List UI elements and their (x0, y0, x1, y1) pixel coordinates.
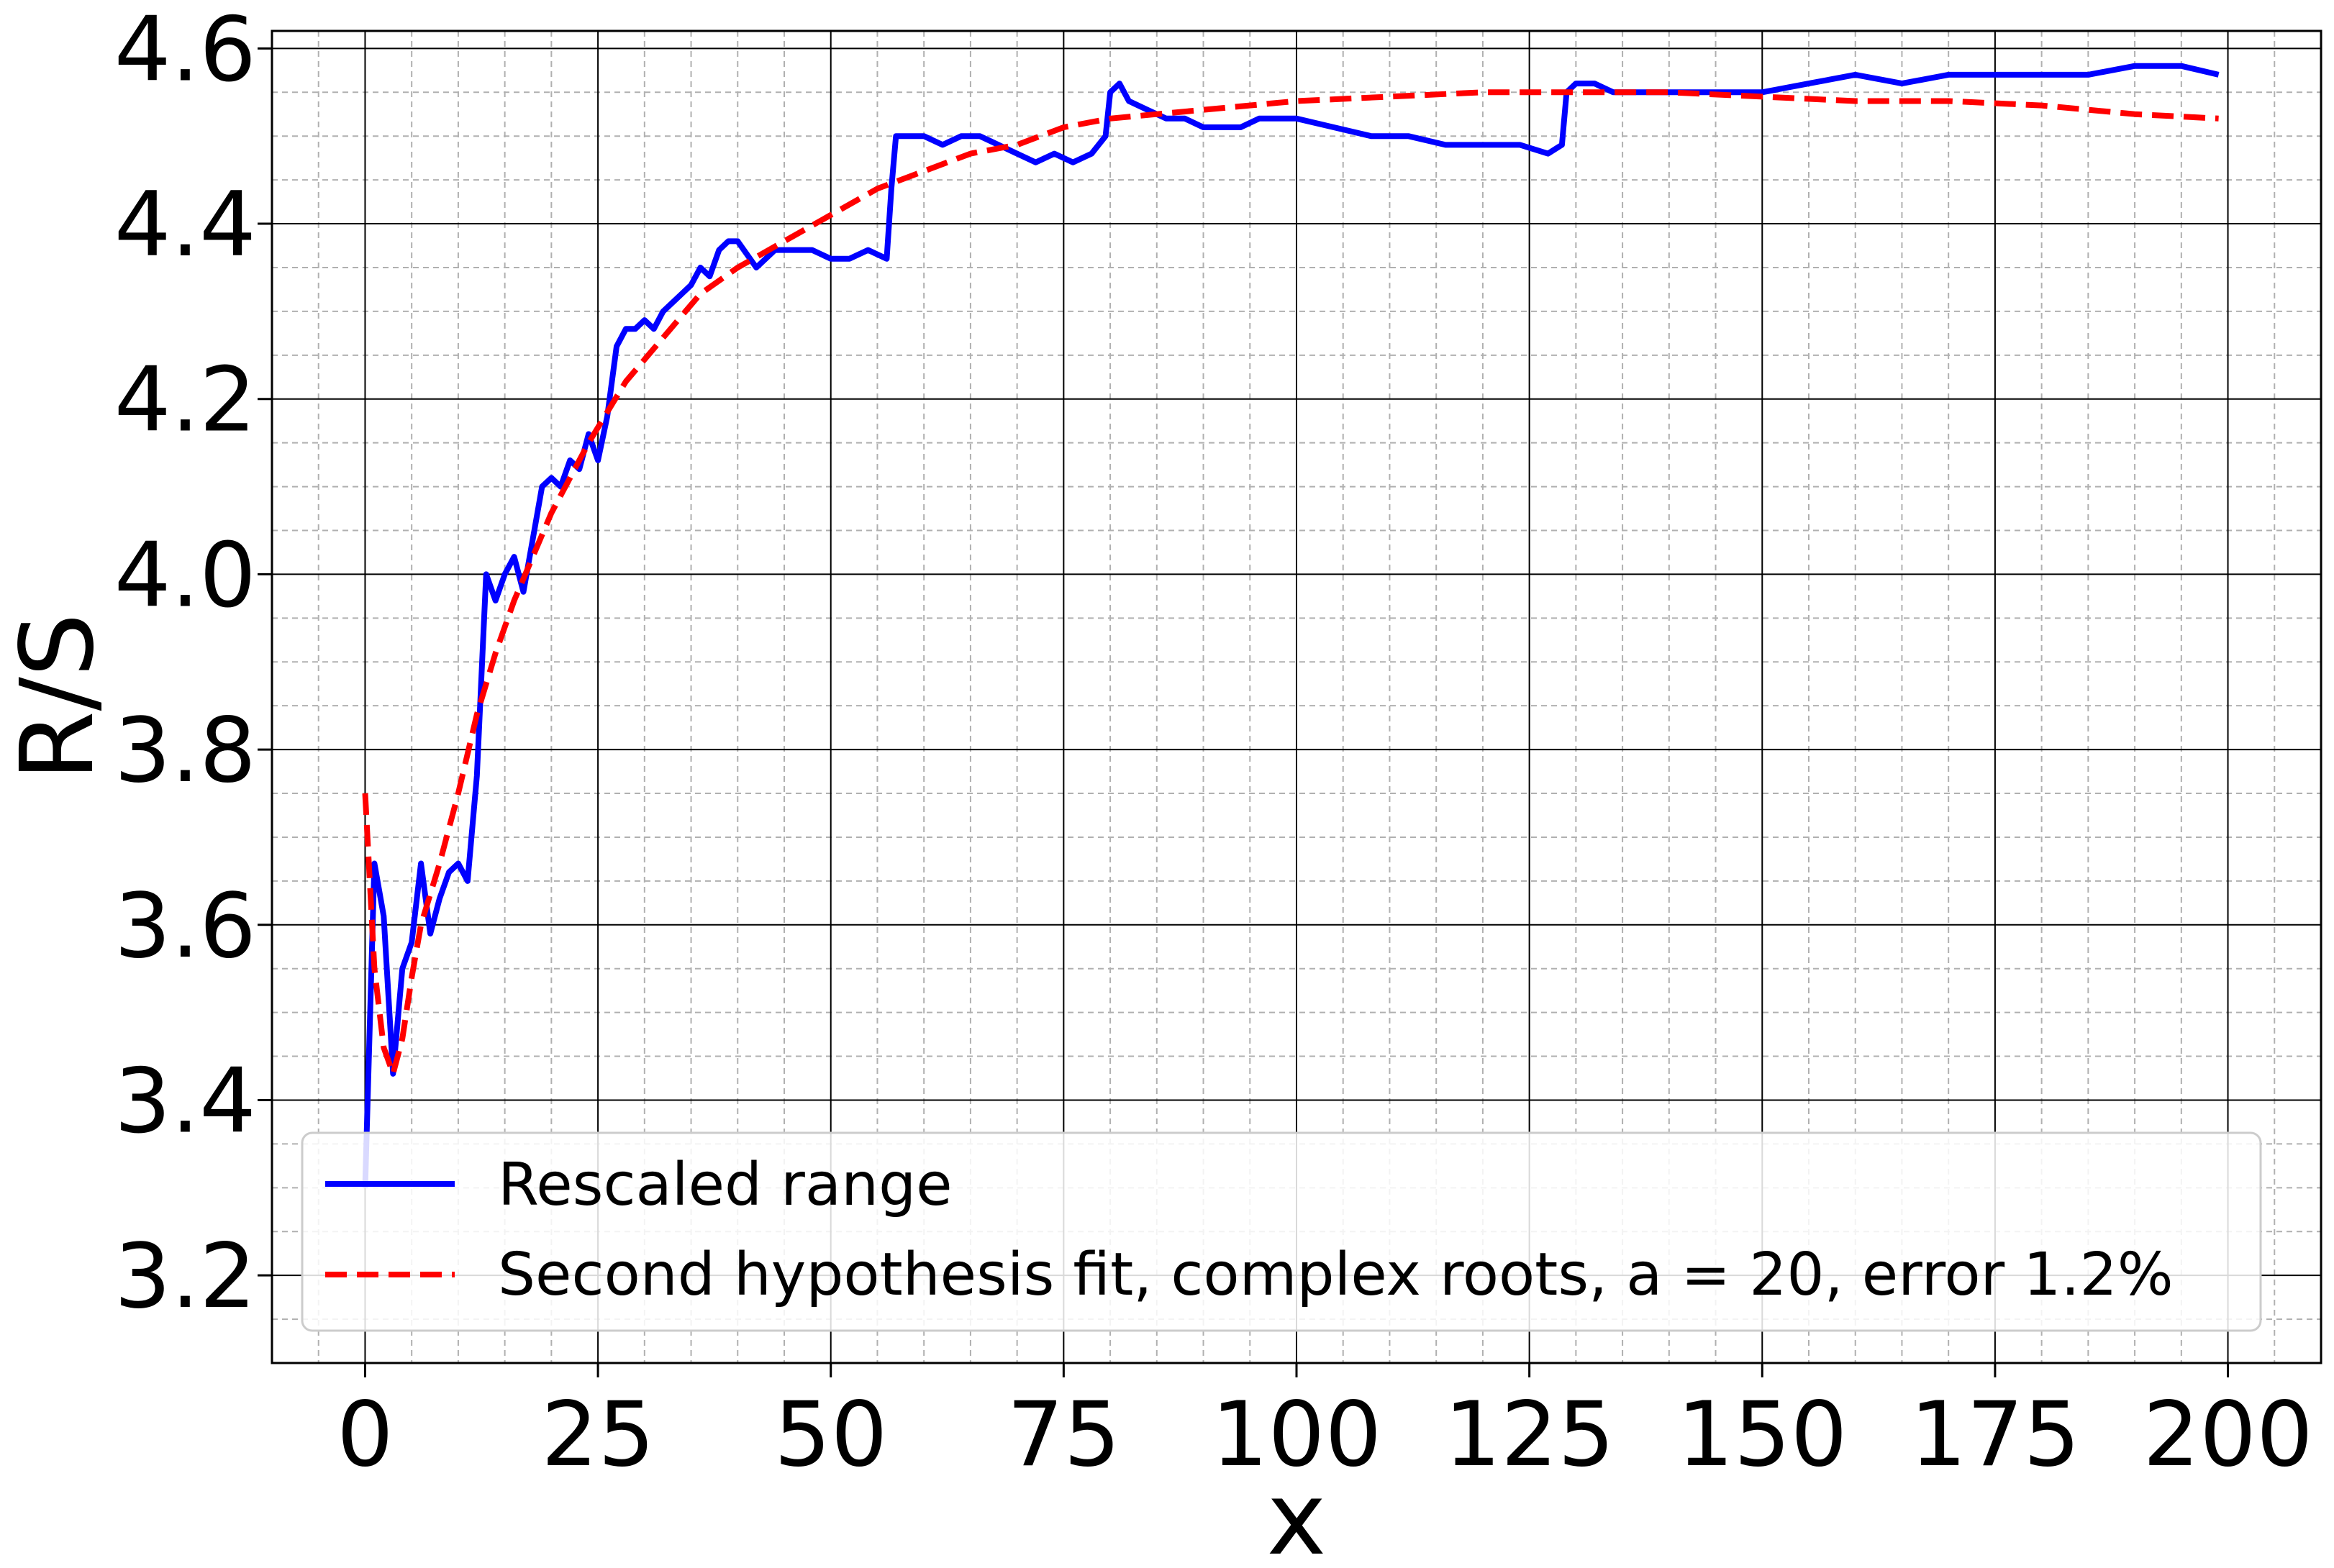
x-tick-label: 175 (1910, 1383, 2081, 1487)
x-tick-label: 200 (2143, 1383, 2313, 1487)
y-tick-label: 4.0 (114, 524, 256, 627)
y-tick-label: 4.6 (114, 0, 256, 101)
y-tick-label: 3.8 (114, 699, 256, 803)
legend-box (301, 1131, 2262, 1332)
y-tick-label: 4.2 (114, 349, 256, 452)
x-tick-label: 50 (774, 1383, 888, 1487)
y-tick-label: 3.2 (114, 1225, 256, 1328)
series-layer (362, 63, 2220, 1188)
legend-label-rescaled-range: Rescaled range (498, 1151, 953, 1219)
legend-label-fit: Second hypothesis fit, complex roots, a … (498, 1241, 2174, 1309)
x-tick-label: 25 (541, 1383, 655, 1487)
x-tick-label: 75 (1007, 1383, 1120, 1487)
y-tick-label: 4.4 (114, 173, 256, 277)
x-tick-label: 150 (1677, 1383, 1848, 1487)
series-line-rescaled-range (362, 63, 2220, 1188)
tick-layer: 0 25 50 75 100 125 150 175 200 3.2 3.4 3.6 3.8 4.0 4.2… (114, 0, 2313, 1487)
x-tick-label: 125 (1444, 1383, 1615, 1487)
y-tick-label: 3.6 (114, 875, 256, 978)
x-tick-label: 100 (1212, 1383, 1382, 1487)
legend: Rescaled range Second hypothesis fit, co… (301, 1131, 2262, 1332)
y-tick-label: 3.4 (114, 1049, 256, 1153)
x-tick-label: 0 (337, 1383, 394, 1487)
x-axis-title: x (1267, 1461, 1327, 1568)
series-line-fit (362, 89, 2219, 1077)
y-axis-title: R/S (0, 613, 117, 780)
